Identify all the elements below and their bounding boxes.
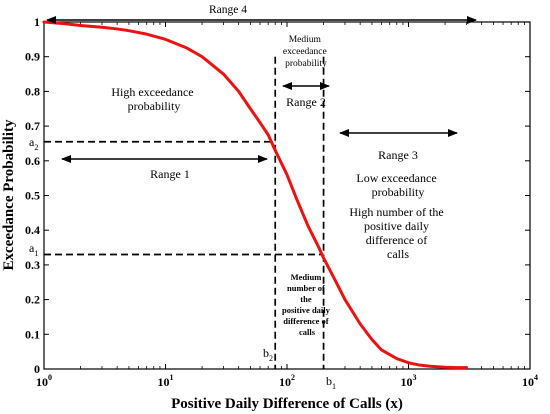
medium-exceedance-text: Medium exceedance probability	[283, 35, 329, 69]
x-tick-label: 102	[279, 373, 295, 389]
x-tick-label: 103	[401, 373, 417, 389]
y-tick-label: 1	[34, 15, 40, 29]
a1-label: a1	[29, 241, 38, 258]
range1-label: Range 1	[150, 167, 190, 181]
exceedance-curve	[42, 20, 468, 370]
medium-number-text: Medium number of the positive daily diff…	[282, 272, 332, 337]
x-axis-ticks: 100 101 102 103 104	[36, 22, 538, 389]
x-axis-label: Positive Daily Difference of Calls (x)	[171, 396, 403, 412]
y-tick-label: 0.5	[25, 189, 40, 203]
range2-label: Range 2	[286, 95, 326, 109]
a2-label: a2	[29, 135, 38, 152]
x-tick-label: 100	[36, 373, 52, 389]
low-exceedance-text: Low exceedance probability	[356, 171, 439, 199]
x-tick-label: 104	[522, 373, 538, 389]
range4-label: Range 4	[209, 4, 247, 16]
y-tick-label: 0.3	[25, 258, 40, 272]
b1-label: b1	[326, 374, 336, 391]
y-tick-label: 0.9	[25, 50, 40, 64]
reference-lines	[44, 56, 325, 369]
y-axis-label: Exceedance Probability	[1, 119, 17, 270]
y-tick-label: 0.4	[25, 223, 40, 237]
y-tick-label: 0	[34, 362, 40, 376]
high-number-text: High number of the positive daily differ…	[349, 205, 446, 261]
x-tick-label: 101	[158, 373, 174, 389]
range3-label: Range 3	[378, 148, 418, 162]
y-tick-label: 0.7	[25, 119, 40, 133]
high-exceedance-text: High exceedance probability	[111, 85, 196, 113]
y-tick-label: 0.6	[25, 154, 40, 168]
b2-label: b2	[263, 346, 273, 363]
y-tick-label: 0.2	[25, 293, 40, 307]
y-tick-label: 0.1	[25, 327, 40, 341]
y-tick-label: 0.8	[25, 84, 40, 98]
y-axis-ticks: 0 0.1 0.2 0.3 0.4 0.5 0.6 0.7 0.8 0.9 1	[25, 15, 530, 376]
